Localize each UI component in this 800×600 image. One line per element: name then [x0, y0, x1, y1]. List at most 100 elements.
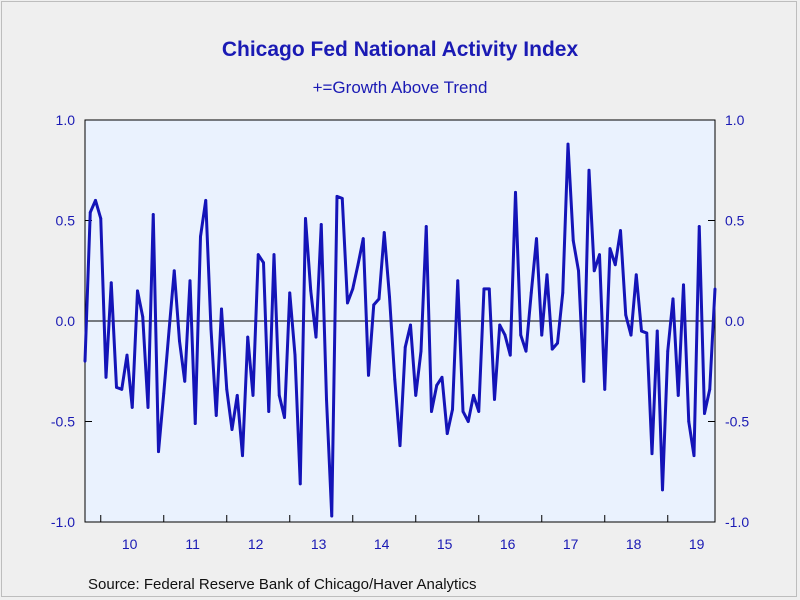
data-point: [361, 237, 365, 240]
data-point: [403, 345, 407, 349]
data-point: [120, 387, 124, 391]
data-point: [277, 393, 281, 397]
y-tick-label-left: -0.5: [51, 414, 75, 430]
data-point: [556, 341, 559, 345]
data-point: [83, 359, 87, 363]
y-tick-label-left: 1.0: [56, 112, 76, 128]
data-point: [608, 247, 612, 251]
data-point: [115, 385, 118, 389]
data-point: [414, 393, 418, 397]
data-point: [645, 331, 649, 335]
data-point: [435, 383, 439, 387]
data-point: [372, 303, 376, 307]
data-point: [540, 333, 544, 337]
y-tick-label-right: 0.0: [725, 313, 745, 329]
data-point: [393, 377, 397, 381]
data-point: [230, 428, 234, 431]
data-point: [256, 253, 260, 257]
data-point: [592, 269, 596, 273]
data-point: [309, 289, 313, 293]
data-point: [94, 199, 97, 202]
data-point: [440, 375, 444, 379]
data-point: [246, 335, 250, 339]
chart-subtitle: +=Growth Above Trend: [312, 78, 488, 97]
data-point: [477, 410, 481, 413]
data-point: [125, 353, 129, 357]
source-note: Source: Federal Reserve Bank of Chicago/…: [88, 576, 477, 593]
data-point: [188, 279, 192, 283]
x-year-label: 12: [248, 536, 264, 552]
data-point: [493, 397, 496, 401]
data-point: [141, 315, 145, 319]
data-point: [109, 281, 113, 285]
data-point: [550, 347, 554, 351]
data-point: [351, 287, 355, 291]
data-point: [587, 168, 591, 172]
data-point: [582, 379, 586, 383]
data-point: [214, 414, 218, 417]
data-point: [456, 279, 460, 283]
data-point: [613, 263, 617, 267]
y-tick-label-left: -1.0: [51, 514, 75, 530]
data-point: [167, 329, 171, 333]
data-point: [162, 391, 166, 395]
data-point: [603, 387, 607, 391]
data-points: [83, 142, 717, 518]
data-point: [451, 408, 454, 411]
x-year-label: 19: [689, 536, 705, 552]
data-point: [283, 416, 286, 419]
data-point: [697, 225, 701, 228]
y-tick-label-right: -1.0: [725, 514, 749, 530]
data-point: [335, 194, 339, 198]
data-point: [482, 287, 486, 291]
data-point: [640, 329, 643, 333]
data-point: [461, 410, 465, 413]
x-year-label: 16: [500, 536, 516, 552]
chart-title: Chicago Fed National Activity Index: [221, 38, 579, 61]
x-year-label: 13: [311, 536, 327, 552]
data-point: [545, 273, 549, 277]
y-tick-label-right: -0.5: [725, 414, 749, 430]
data-point: [619, 229, 622, 232]
y-tick-label-left: 0.0: [56, 313, 76, 329]
data-point: [314, 335, 318, 339]
x-year-label: 11: [185, 536, 200, 552]
data-point: [535, 237, 538, 240]
data-point: [325, 397, 328, 401]
data-point: [272, 253, 276, 257]
data-point: [655, 329, 659, 333]
data-point: [251, 393, 255, 397]
data-point: [262, 261, 265, 265]
data-point: [367, 373, 370, 377]
x-axis-labels: 10 11 12 13 14 15 16 17 18 19: [122, 536, 705, 552]
data-point: [151, 213, 155, 216]
y-tick-label-right: 1.0: [725, 112, 745, 128]
data-point: [624, 313, 628, 317]
data-point: [692, 454, 696, 458]
y-axis-labels-right: 1.0 0.5 0.0 -0.5 -1.0: [725, 112, 749, 530]
data-point: [377, 297, 381, 301]
data-point: [508, 353, 512, 357]
data-point: [293, 353, 297, 357]
data-point: [708, 387, 712, 391]
data-point: [199, 235, 202, 238]
data-point: [388, 295, 391, 299]
data-point: [650, 452, 654, 456]
data-point: [498, 323, 502, 327]
data-point: [466, 420, 470, 423]
data-point: [514, 190, 517, 194]
data-point: [99, 217, 103, 220]
data-point: [330, 514, 334, 518]
data-point: [598, 253, 601, 257]
data-point: [577, 269, 580, 273]
data-point: [524, 349, 528, 353]
data-point: [340, 196, 344, 200]
data-point: [503, 333, 507, 337]
data-point: [487, 287, 491, 291]
data-point: [566, 142, 570, 146]
data-point: [634, 273, 638, 277]
data-point: [430, 410, 433, 413]
data-point: [682, 283, 685, 287]
